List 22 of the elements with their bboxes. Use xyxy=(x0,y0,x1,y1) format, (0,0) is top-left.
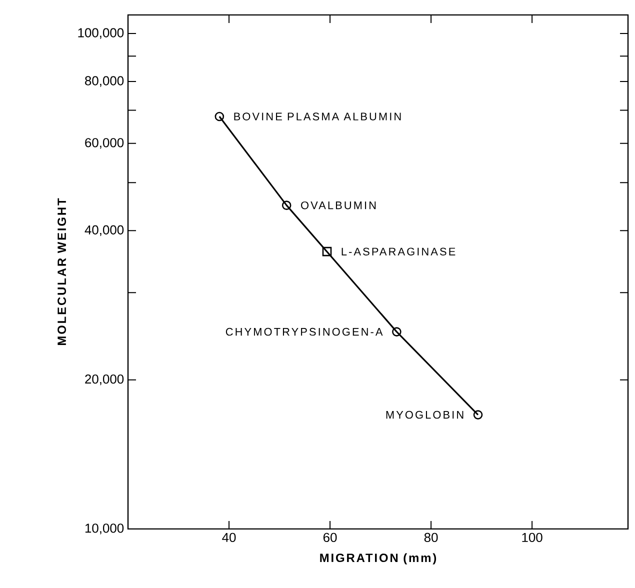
y-axis-title: MOLECULAR WEIGHT xyxy=(58,198,66,345)
x-tick-label: 80 xyxy=(424,532,438,542)
y-tick-label: 80,000 xyxy=(85,76,124,87)
x-tick-label: 40 xyxy=(222,532,236,542)
y-tick-label: 100,000 xyxy=(78,28,124,39)
x-tick-label: 60 xyxy=(323,532,337,542)
x-axis-title: MIGRATION (mm) xyxy=(320,553,436,564)
point xyxy=(473,410,483,420)
annotation: BOVINE PLASMA ALBUMIN xyxy=(234,112,401,120)
point xyxy=(282,200,292,210)
point xyxy=(322,246,332,256)
point xyxy=(214,112,224,122)
y-tick-label: 60,000 xyxy=(85,138,124,149)
x-tick-label: 100 xyxy=(522,532,542,542)
y-tick-label: 20,000 xyxy=(85,374,124,386)
point xyxy=(392,327,402,336)
annotation: MYOGLOBIN xyxy=(386,410,464,419)
annotation: OVALBUMIN xyxy=(301,201,376,210)
y-tick-label: 10,000 xyxy=(85,524,124,534)
annotation: CHYMOTRYPSINOGEN-A xyxy=(226,328,383,336)
annotation: L-ASPARAGINASE xyxy=(342,248,456,256)
y-tick-label: 40,000 xyxy=(84,225,124,236)
